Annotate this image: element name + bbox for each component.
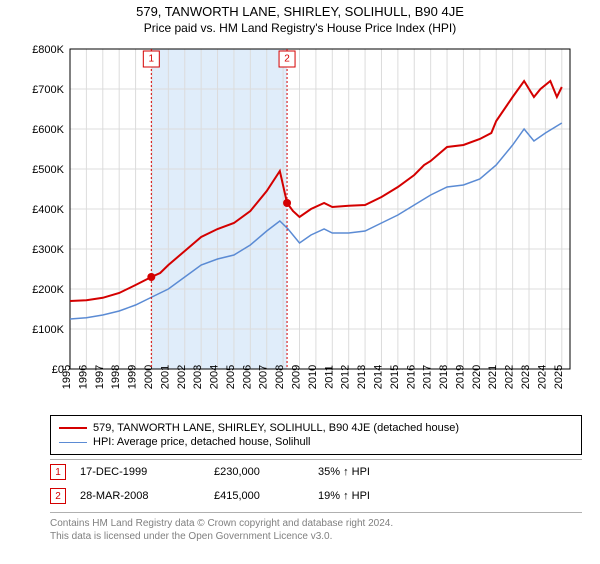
svg-text:2024: 2024 — [536, 365, 548, 389]
svg-text:1: 1 — [149, 54, 155, 65]
sale-date: 28-MAR-2008 — [80, 490, 200, 502]
svg-text:2013: 2013 — [356, 365, 368, 389]
legend-swatch — [59, 442, 87, 443]
footer: Contains HM Land Registry data © Crown c… — [50, 512, 582, 543]
svg-text:2017: 2017 — [422, 365, 434, 389]
sale-row: 2 28-MAR-2008 £415,000 19% ↑ HPI — [50, 484, 582, 508]
svg-text:1999: 1999 — [127, 365, 139, 389]
svg-text:2006: 2006 — [241, 365, 253, 389]
svg-text:2023: 2023 — [520, 365, 532, 389]
svg-text:£300K: £300K — [32, 244, 64, 256]
page-subtitle: Price paid vs. HM Land Registry's House … — [0, 21, 600, 35]
sale-delta: 19% ↑ HPI — [318, 490, 408, 502]
svg-text:£100K: £100K — [32, 324, 64, 336]
footer-line: Contains HM Land Registry data © Crown c… — [50, 517, 582, 530]
svg-text:2025: 2025 — [553, 365, 565, 389]
svg-text:£200K: £200K — [32, 284, 64, 296]
price-chart: £0£100K£200K£300K£400K£500K£600K£700K£80… — [20, 39, 580, 409]
svg-text:2020: 2020 — [471, 365, 483, 389]
legend-item: HPI: Average price, detached house, Soli… — [59, 436, 573, 448]
page-title: 579, TANWORTH LANE, SHIRLEY, SOLIHULL, B… — [0, 4, 600, 19]
sale-price: £415,000 — [214, 490, 304, 502]
svg-text:£800K: £800K — [32, 44, 64, 56]
svg-text:2002: 2002 — [176, 365, 188, 389]
svg-text:1998: 1998 — [110, 365, 122, 389]
legend-swatch — [59, 427, 87, 429]
svg-text:2018: 2018 — [438, 365, 450, 389]
legend-label: HPI: Average price, detached house, Soli… — [93, 436, 311, 448]
footer-line: This data is licensed under the Open Gov… — [50, 530, 582, 543]
svg-text:1996: 1996 — [77, 365, 89, 389]
svg-text:2022: 2022 — [504, 365, 516, 389]
sale-row: 1 17-DEC-1999 £230,000 35% ↑ HPI — [50, 460, 582, 484]
sale-delta: 35% ↑ HPI — [318, 466, 408, 478]
svg-text:2005: 2005 — [225, 365, 237, 389]
svg-text:2008: 2008 — [274, 365, 286, 389]
sales-table: 1 17-DEC-1999 £230,000 35% ↑ HPI 2 28-MAR-200… — [50, 459, 582, 508]
svg-text:£400K: £400K — [32, 204, 64, 216]
svg-text:2010: 2010 — [307, 365, 319, 389]
svg-text:2001: 2001 — [159, 365, 171, 389]
sale-date: 17-DEC-1999 — [80, 466, 200, 478]
sale-marker: 2 — [50, 488, 66, 504]
svg-text:1995: 1995 — [61, 365, 73, 389]
svg-text:2004: 2004 — [209, 365, 221, 389]
svg-text:1997: 1997 — [94, 365, 106, 389]
svg-text:2009: 2009 — [291, 365, 303, 389]
svg-text:2019: 2019 — [454, 365, 466, 389]
svg-text:£700K: £700K — [32, 84, 64, 96]
svg-text:2007: 2007 — [258, 365, 270, 389]
svg-text:2014: 2014 — [372, 365, 384, 389]
legend-label: 579, TANWORTH LANE, SHIRLEY, SOLIHULL, B… — [93, 422, 459, 434]
svg-text:2021: 2021 — [487, 365, 499, 389]
svg-text:2000: 2000 — [143, 365, 155, 389]
sale-price: £230,000 — [214, 466, 304, 478]
sale-marker: 1 — [50, 464, 66, 480]
svg-text:2015: 2015 — [389, 365, 401, 389]
legend-item: 579, TANWORTH LANE, SHIRLEY, SOLIHULL, B… — [59, 422, 573, 434]
svg-text:£500K: £500K — [32, 164, 64, 176]
svg-text:2012: 2012 — [340, 365, 352, 389]
svg-text:£600K: £600K — [32, 124, 64, 136]
legend: 579, TANWORTH LANE, SHIRLEY, SOLIHULL, B… — [50, 415, 582, 455]
svg-text:2003: 2003 — [192, 365, 204, 389]
svg-text:2016: 2016 — [405, 365, 417, 389]
svg-text:2: 2 — [284, 54, 290, 65]
